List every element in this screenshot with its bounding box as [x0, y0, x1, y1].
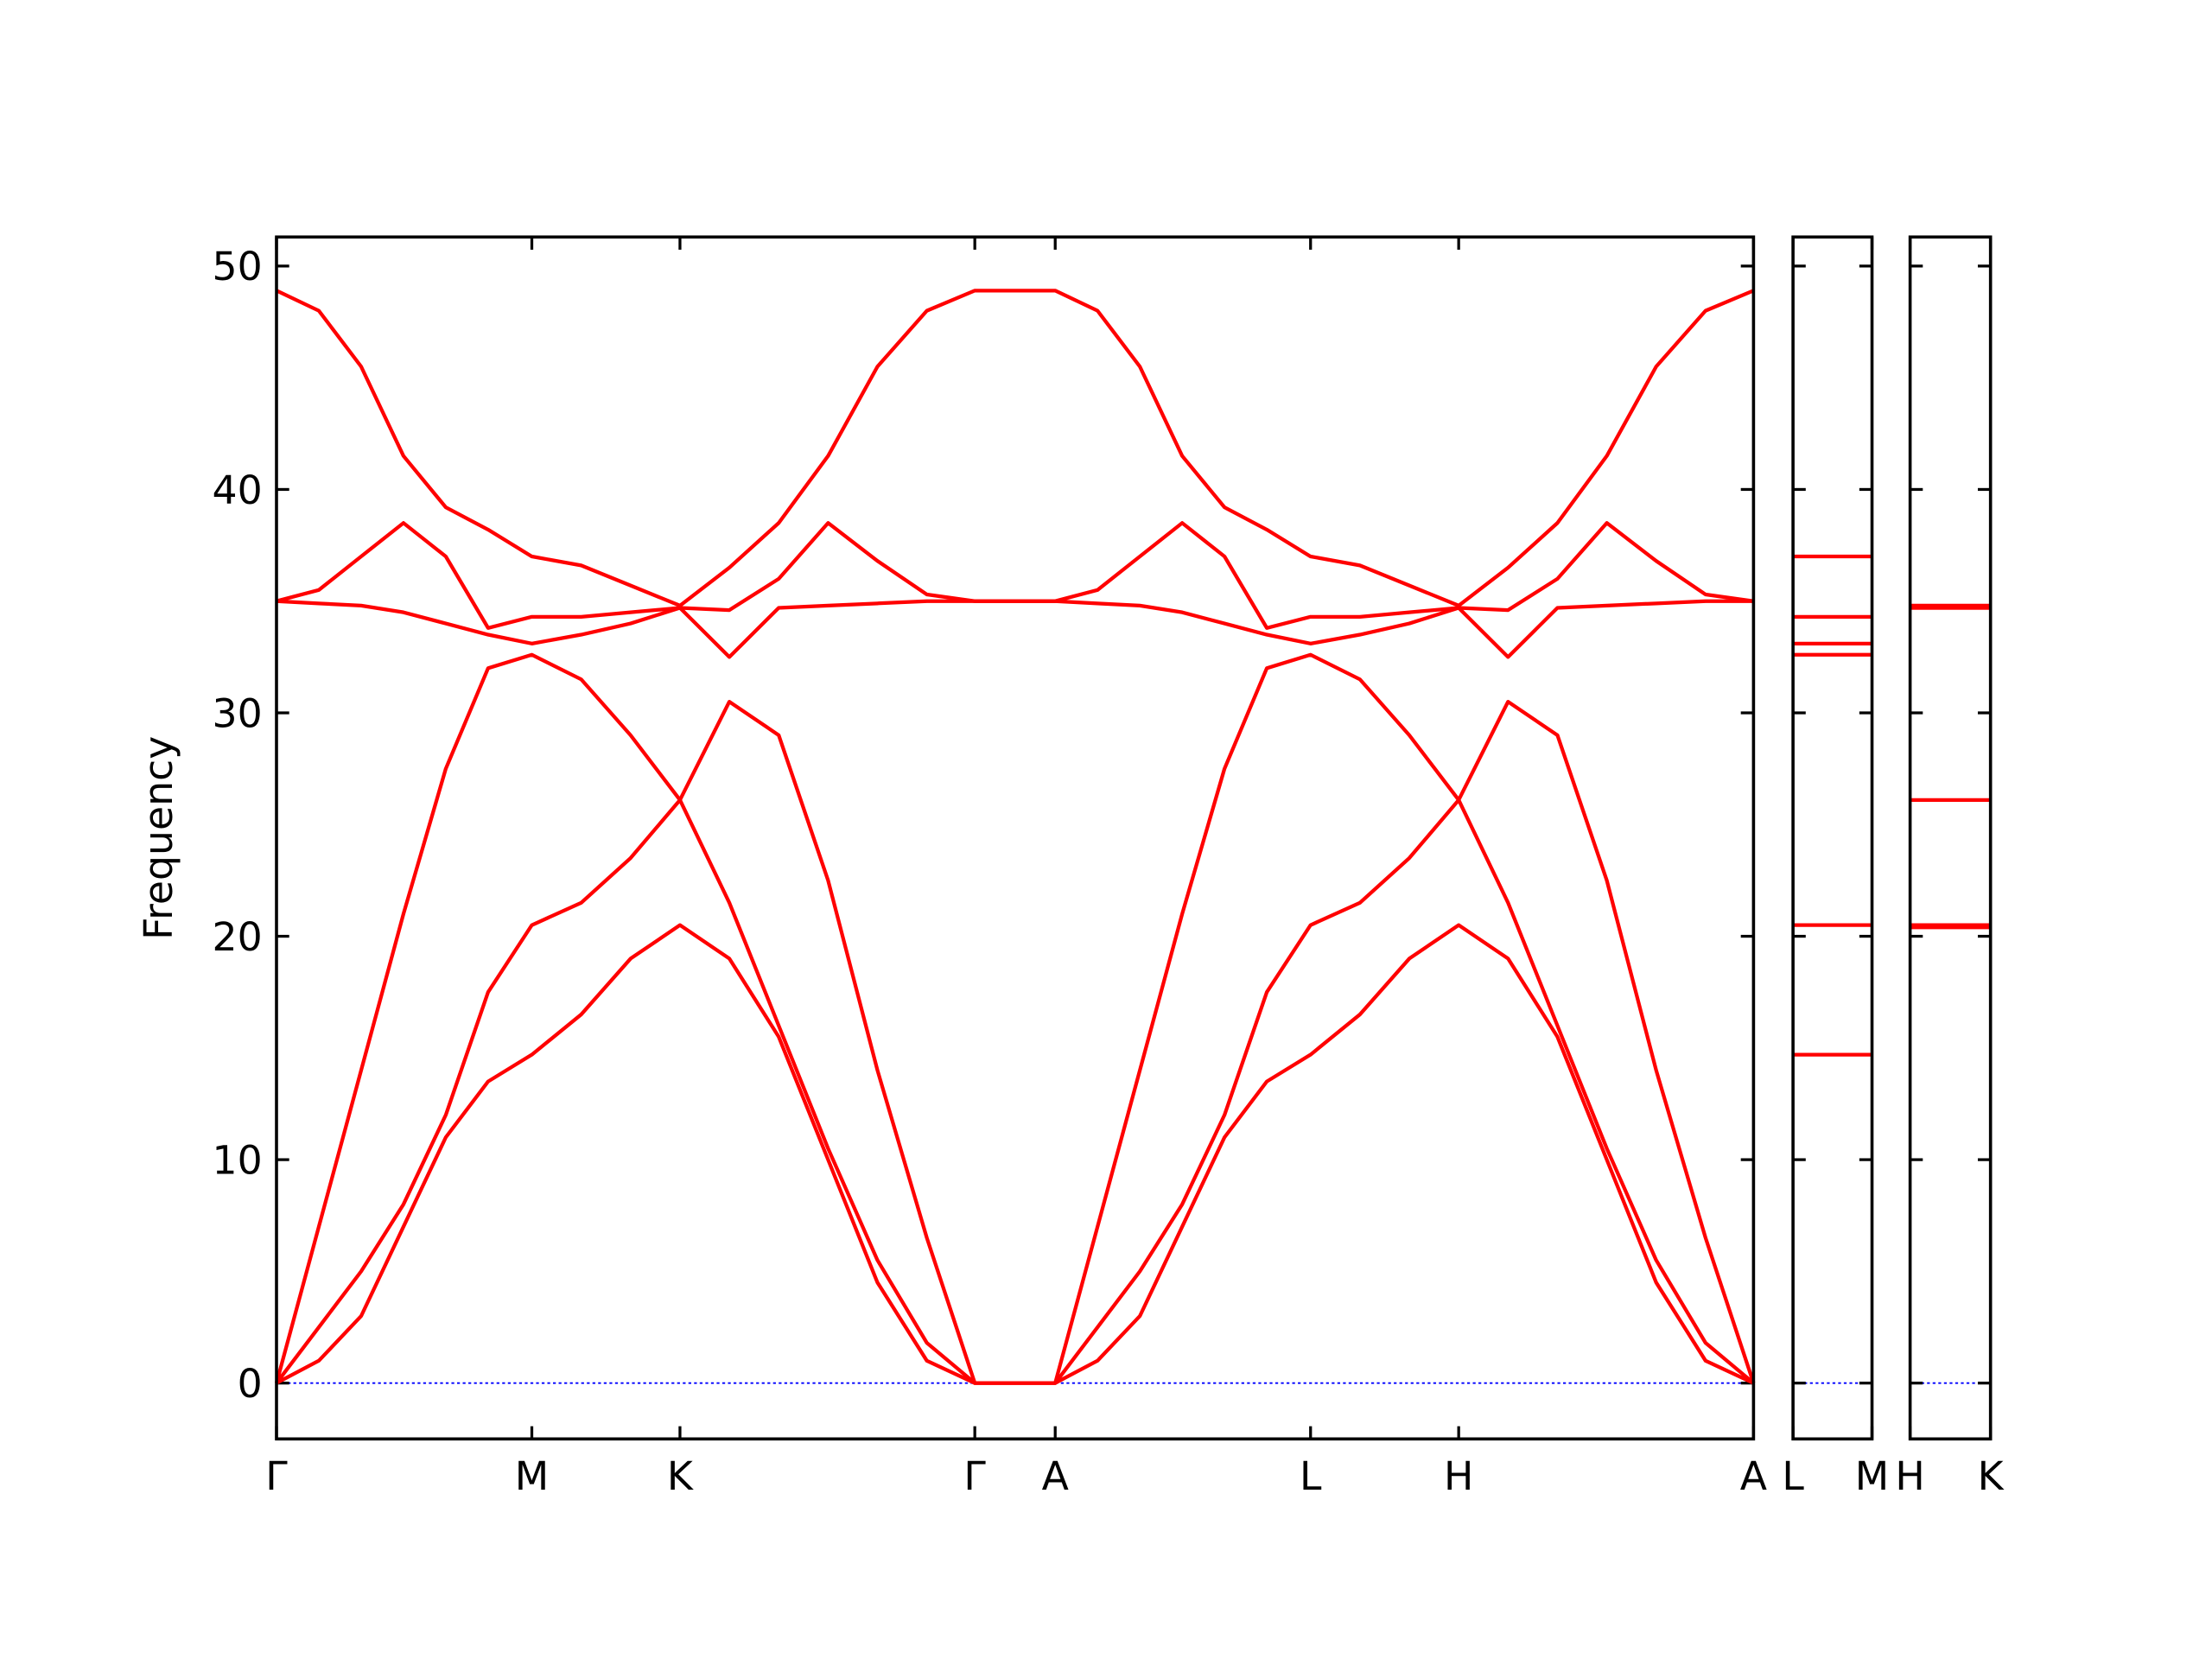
- x-tick-label: K: [1978, 1453, 2005, 1499]
- x-tick-label: A: [1740, 1453, 1767, 1499]
- y-tick-label: 10: [213, 1137, 263, 1183]
- x-tick-label: Γ: [963, 1453, 986, 1499]
- y-tick-label: 30: [213, 690, 263, 736]
- x-tick-label: M: [515, 1453, 549, 1499]
- band-line: [274, 652, 1756, 1385]
- x-tick-label: H: [1895, 1453, 1924, 1499]
- x-tick-label: K: [667, 1453, 694, 1499]
- axes-frame: [1908, 235, 1993, 1441]
- band-line: [276, 521, 1754, 630]
- y-tick-label: 40: [213, 467, 263, 513]
- y-tick-label: 50: [213, 244, 263, 289]
- x-tick-label: Γ: [265, 1453, 288, 1499]
- x-tick-label: L: [1300, 1453, 1322, 1499]
- axes-frame: [275, 235, 1756, 1441]
- y-tick-label: 0: [238, 1361, 263, 1407]
- x-tick-label: H: [1444, 1453, 1473, 1499]
- band-line: [276, 289, 1755, 608]
- y-tick-label: 20: [213, 914, 263, 960]
- y-axis-label: Frequency: [136, 736, 181, 940]
- x-tick-label: M: [1855, 1453, 1889, 1499]
- x-tick-label: A: [1042, 1453, 1069, 1499]
- axes-frame: [1791, 235, 1874, 1441]
- x-tick-label: L: [1782, 1453, 1804, 1499]
